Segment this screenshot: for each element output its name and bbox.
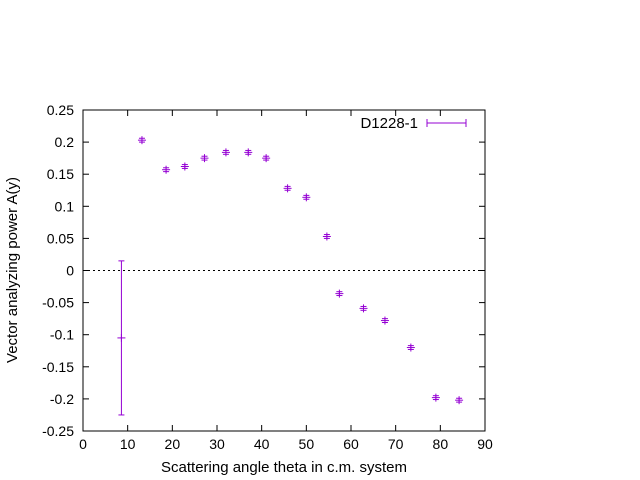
- x-tick-label: 0: [79, 436, 87, 452]
- x-tick-label: 40: [254, 436, 270, 452]
- data-points: [117, 136, 464, 416]
- x-tick-label: 60: [343, 436, 359, 452]
- legend-label: D1228-1: [360, 115, 418, 132]
- data-point: [262, 154, 271, 163]
- y-tick-label: -0.2: [50, 391, 74, 407]
- y-tick-label: 0.15: [47, 166, 74, 182]
- y-tick-label: -0.1: [50, 327, 74, 343]
- data-point: [221, 148, 230, 157]
- y-tick-label: 0.2: [55, 134, 75, 150]
- x-tick-label: 10: [120, 436, 136, 452]
- data-point: [335, 289, 344, 298]
- legend: D1228-1: [360, 115, 467, 132]
- x-axis-ticks: 0 10 20 30 40 50 60 70 80 90: [79, 110, 493, 452]
- y-tick-label: 0.05: [47, 230, 74, 246]
- data-point: [431, 393, 440, 402]
- y-tick-label: -0.25: [42, 423, 74, 439]
- data-point: [322, 232, 331, 241]
- data-point: [200, 154, 209, 163]
- y-tick-label: -0.05: [42, 295, 74, 311]
- data-point: [137, 136, 146, 145]
- x-tick-label: 90: [477, 436, 493, 452]
- y-tick-label: -0.15: [42, 359, 74, 375]
- y-tick-label: 0.1: [55, 198, 75, 214]
- data-point: [244, 148, 253, 157]
- data-point: [117, 260, 126, 416]
- x-axis-title: Scattering angle theta in c.m. system: [161, 459, 407, 476]
- data-point: [180, 162, 189, 171]
- data-point: [406, 343, 415, 352]
- x-tick-label: 50: [299, 436, 315, 452]
- data-point: [283, 184, 292, 193]
- x-tick-label: 20: [165, 436, 181, 452]
- data-point: [380, 316, 389, 325]
- data-point: [162, 165, 171, 174]
- y-axis-ticks: -0.25 -0.2 -0.15 -0.1 -0.05 0 0.05 0.1 0.15 0.2 0.…: [42, 102, 485, 439]
- y-tick-label: 0: [66, 263, 74, 279]
- x-tick-label: 30: [209, 436, 225, 452]
- y-axis-title: Vector analyzing power A(y): [4, 177, 21, 363]
- data-point: [302, 193, 311, 202]
- x-tick-label: 80: [433, 436, 449, 452]
- data-point: [455, 396, 464, 405]
- data-point: [359, 304, 368, 313]
- x-tick-label: 70: [388, 436, 404, 452]
- y-tick-label: 0.25: [47, 102, 74, 118]
